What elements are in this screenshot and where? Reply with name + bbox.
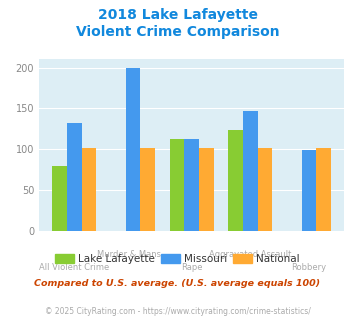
Text: 2018 Lake Lafayette: 2018 Lake Lafayette <box>98 8 257 22</box>
Text: Compared to U.S. average. (U.S. average equals 100): Compared to U.S. average. (U.S. average … <box>34 279 321 288</box>
Text: © 2025 CityRating.com - https://www.cityrating.com/crime-statistics/: © 2025 CityRating.com - https://www.city… <box>45 307 310 316</box>
Text: Rape: Rape <box>181 263 202 272</box>
Bar <box>82 148 96 231</box>
Bar <box>52 166 67 231</box>
Bar <box>170 139 184 231</box>
Bar <box>199 148 214 231</box>
Bar <box>184 140 199 231</box>
Legend: Lake Lafayette, Missouri, National: Lake Lafayette, Missouri, National <box>51 249 304 268</box>
Bar <box>228 130 243 231</box>
Text: Robbery: Robbery <box>291 263 327 272</box>
Bar <box>140 148 155 231</box>
Bar <box>243 111 258 231</box>
Text: Violent Crime Comparison: Violent Crime Comparison <box>76 25 279 39</box>
Bar <box>126 68 140 231</box>
Bar <box>67 123 82 231</box>
Text: All Violent Crime: All Violent Crime <box>39 263 109 272</box>
Text: Murder & Mans...: Murder & Mans... <box>97 250 169 259</box>
Bar <box>258 148 272 231</box>
Bar <box>316 148 331 231</box>
Bar <box>302 150 316 231</box>
Text: Aggravated Assault: Aggravated Assault <box>209 250 291 259</box>
